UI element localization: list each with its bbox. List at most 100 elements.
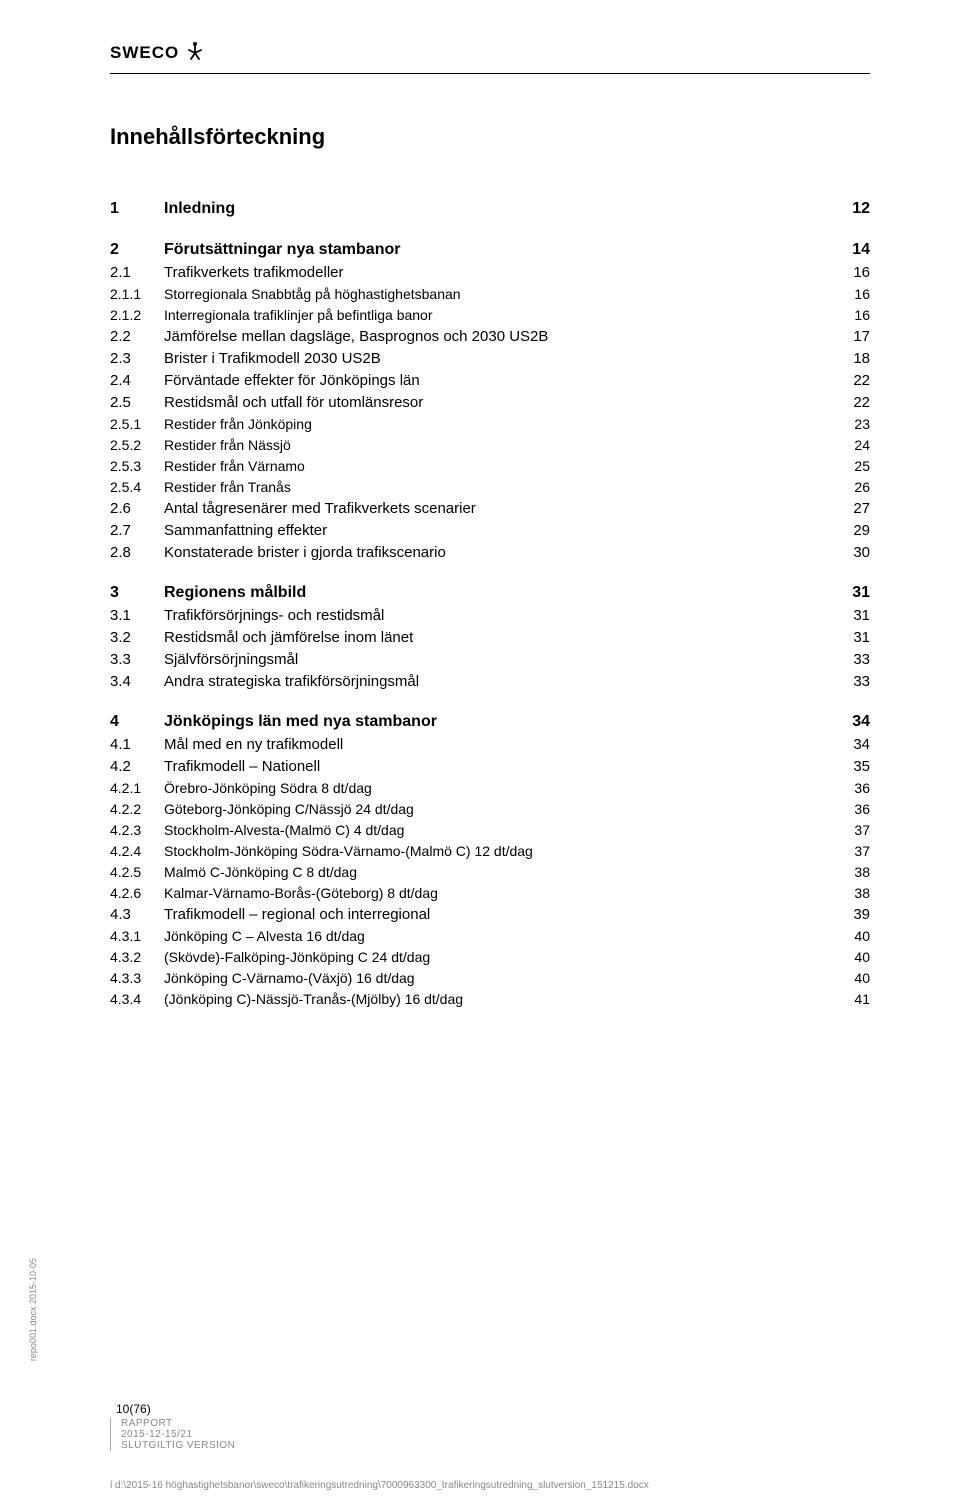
toc-label: Trafikmodell – Nationell [164,758,853,775]
toc-number: 3.2 [110,629,164,646]
toc-page-number: 36 [854,801,870,817]
toc-label: Storregionala Snabbtåg på höghastighetsb… [164,286,854,302]
toc-label: Kalmar-Värnamo-Borås-(Göteborg) 8 dt/dag [164,885,854,901]
toc-label: Göteborg-Jönköping C/Nässjö 24 dt/dag [164,801,854,817]
toc-entry: 4.2.5Malmö C-Jönköping C 8 dt/dag38 [110,864,870,880]
toc-entry: 2.5.3Restider från Värnamo25 [110,458,870,474]
toc-label: (Skövde)-Falköping-Jönköping C 24 dt/dag [164,949,854,965]
toc-page-number: 24 [854,437,870,453]
toc-entry: 4.1Mål med en ny trafikmodell34 [110,736,870,753]
toc-number: 2.1 [110,264,164,281]
toc-page-number: 16 [854,307,870,323]
toc-entry: 4.3.2(Skövde)-Falköping-Jönköping C 24 d… [110,949,870,965]
toc-page-number: 40 [854,970,870,986]
toc-page-number: 30 [853,544,870,561]
toc-gap [110,223,870,241]
toc-page-number: 31 [853,607,870,624]
toc-label: Självförsörjningsmål [164,651,853,668]
toc-page-number: 33 [853,673,870,690]
toc-number: 2.5 [110,394,164,411]
toc-number: 2.4 [110,372,164,389]
footer-path: l d:\2015-16 höghastighetsbanor\sweco\tr… [110,1480,649,1491]
sweco-logo-icon [185,40,205,65]
toc-page-number: 22 [853,372,870,389]
toc-number: 4.3.2 [110,949,164,965]
toc-number: 4.3.3 [110,970,164,986]
toc-number: 2.8 [110,544,164,561]
header: SWECO [110,40,870,65]
toc-number: 2.2 [110,328,164,345]
side-doc-code: repo001.docx 2015-10-05 [28,1258,38,1361]
toc-number: 4.2.3 [110,822,164,838]
toc-number: 4 [110,713,164,731]
toc-gap [110,695,870,713]
toc-label: Trafikmodell – regional och interregiona… [164,906,853,923]
toc-number: 2.5.3 [110,458,164,474]
toc-label: Förväntade effekter för Jönköpings län [164,372,853,389]
toc-page-number: 29 [853,522,870,539]
footer-date: 2015-12-15/21 [121,1429,235,1440]
toc-entry: 3.2Restidsmål och jämförelse inom länet3… [110,629,870,646]
footer-divider: RAPPORT 2015-12-15/21 SLUTGILTIG VERSION [110,1418,235,1451]
toc-number: 4.2.1 [110,780,164,796]
toc-entry: 2.6Antal tågresenärer med Trafikverkets … [110,500,870,517]
toc-number: 1 [110,200,164,218]
toc-page-number: 34 [852,713,870,731]
toc-page-number: 40 [854,928,870,944]
toc-page-number: 38 [854,864,870,880]
toc-entry: 4.2.3Stockholm-Alvesta-(Malmö C) 4 dt/da… [110,822,870,838]
toc-entry: 4.3.3Jönköping C-Värnamo-(Växjö) 16 dt/d… [110,970,870,986]
toc-label: (Jönköping C)-Nässjö-Tranås-(Mjölby) 16 … [164,991,854,1007]
toc-label: Restider från Jönköping [164,416,854,432]
toc-entry: 3.1Trafikförsörjnings- och restidsmål31 [110,607,870,624]
toc-page-number: 14 [852,241,870,259]
footer-block: 10(76) RAPPORT 2015-12-15/21 SLUTGILTIG … [110,1402,235,1451]
toc-number: 2.6 [110,500,164,517]
toc-page-number: 23 [854,416,870,432]
toc-entry: 4Jönköpings län med nya stambanor34 [110,713,870,731]
toc-page-number: 34 [853,736,870,753]
toc-entry: 2.5.1Restider från Jönköping23 [110,416,870,432]
toc-page-number: 31 [853,629,870,646]
toc-label: Restidsmål och utfall för utomlänsresor [164,394,853,411]
toc-entry: 2.5Restidsmål och utfall för utomlänsres… [110,394,870,411]
toc-page-number: 18 [853,350,870,367]
toc-number: 4.2.6 [110,885,164,901]
toc-entry: 2.5.2Restider från Nässjö24 [110,437,870,453]
toc-entry: 4.2.6Kalmar-Värnamo-Borås-(Göteborg) 8 d… [110,885,870,901]
toc-number: 3.3 [110,651,164,668]
toc-number: 4.3.4 [110,991,164,1007]
header-divider [110,73,870,74]
toc-entry: 2.4Förväntade effekter för Jönköpings lä… [110,372,870,389]
toc-page-number: 40 [854,949,870,965]
toc-entry: 2.5.4Restider från Tranås26 [110,479,870,495]
toc-page-number: 31 [852,584,870,602]
toc-entry: 2.1Trafikverkets trafikmodeller16 [110,264,870,281]
toc-entry: 2.7Sammanfattning effekter29 [110,522,870,539]
toc-entry: 3Regionens målbild31 [110,584,870,602]
toc-label: Mål med en ny trafikmodell [164,736,853,753]
table-of-contents: 1Inledning122Förutsättningar nya stamban… [110,200,870,1007]
toc-label: Konstaterade brister i gjorda trafikscen… [164,544,853,561]
toc-page-number: 41 [854,991,870,1007]
page: SWECO Innehållsförteckning 1Inledning122… [0,0,960,1511]
toc-number: 4.3.1 [110,928,164,944]
toc-label: Örebro-Jönköping Södra 8 dt/dag [164,780,854,796]
toc-entry: 4.3.4(Jönköping C)-Nässjö-Tranås-(Mjölby… [110,991,870,1007]
toc-label: Jämförelse mellan dagsläge, Basprognos o… [164,328,853,345]
toc-page-number: 26 [854,479,870,495]
toc-number: 2.1.2 [110,307,164,323]
toc-page-number: 27 [853,500,870,517]
toc-number: 2.5.4 [110,479,164,495]
toc-entry: 3.4Andra strategiska trafikförsörjningsm… [110,673,870,690]
toc-entry: 2.8Konstaterade brister i gjorda trafiks… [110,544,870,561]
toc-page-number: 12 [852,200,870,218]
toc-entry: 4.2Trafikmodell – Nationell35 [110,758,870,775]
page-count: 10(76) [116,1402,235,1416]
toc-entry: 4.2.2Göteborg-Jönköping C/Nässjö 24 dt/d… [110,801,870,817]
toc-page-number: 16 [854,286,870,302]
toc-entry: 2.2Jämförelse mellan dagsläge, Basprogno… [110,328,870,345]
toc-page-number: 17 [853,328,870,345]
toc-page-number: 25 [854,458,870,474]
toc-label: Jönköping C-Värnamo-(Växjö) 16 dt/dag [164,970,854,986]
